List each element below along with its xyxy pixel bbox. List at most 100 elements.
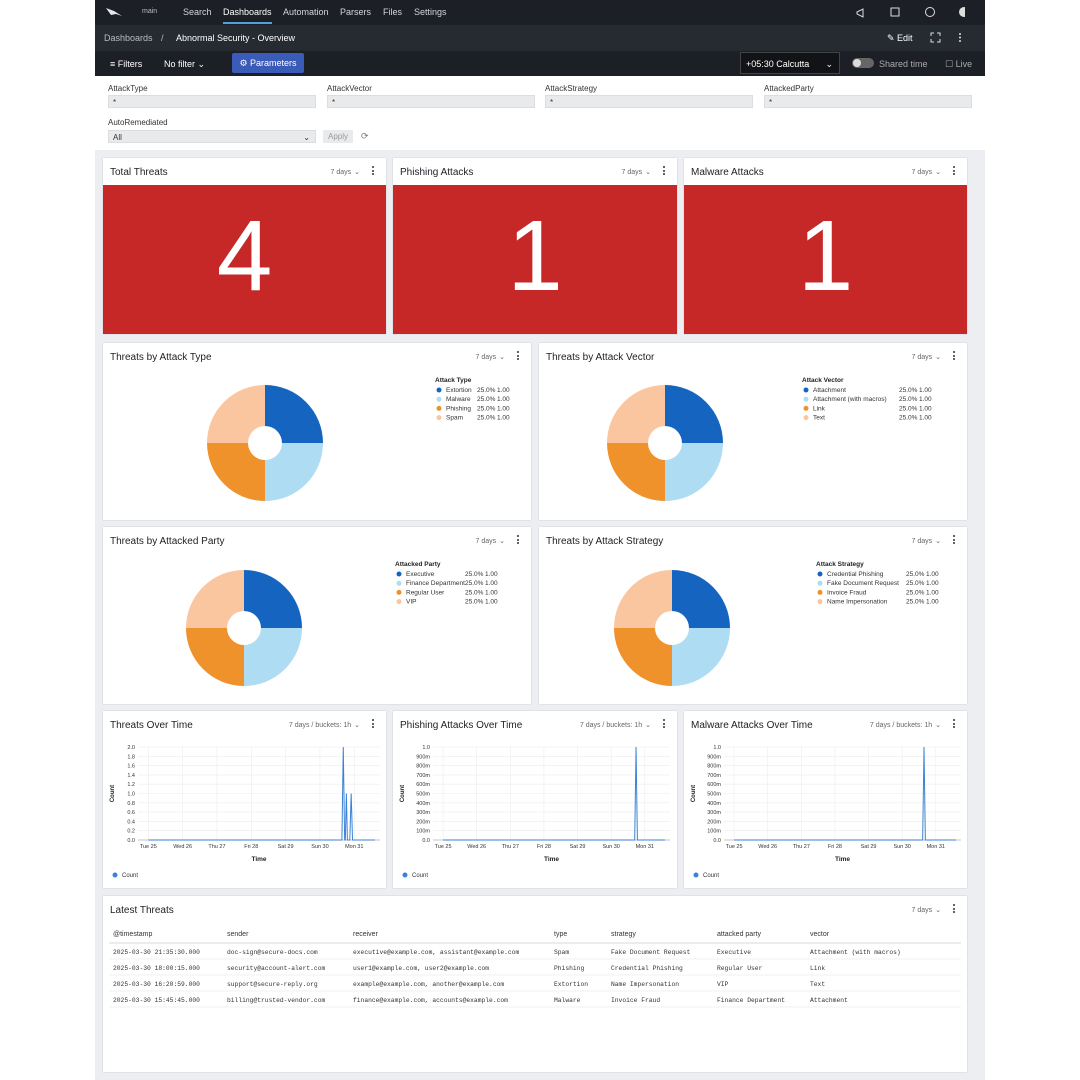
time-range[interactable]: 7 days / buckets: 1h ⌄ — [870, 721, 941, 729]
nav-icons — [856, 7, 965, 18]
stat-panel: 1 — [684, 185, 967, 334]
widget-menu[interactable] — [663, 719, 665, 730]
time-range[interactable]: 7 days ⌄ — [912, 353, 942, 361]
chat-icon[interactable] — [890, 7, 900, 17]
help-icon[interactable] — [925, 7, 935, 17]
pie-slice — [186, 570, 244, 628]
widget-menu[interactable] — [953, 166, 955, 177]
nav-item[interactable]: Parsers — [340, 7, 372, 17]
live-toggle[interactable]: ☐ Live — [945, 59, 973, 69]
nav-item[interactable]: Settings — [414, 7, 447, 17]
refresh-icon[interactable]: ⟳ — [361, 131, 369, 141]
edit-button[interactable]: ✎ Edit — [887, 33, 913, 43]
param-label: AttackStrategy — [545, 84, 598, 93]
param-input[interactable]: * — [327, 95, 535, 108]
filter-select[interactable]: No filter ⌄ — [164, 59, 206, 69]
donut-hole — [655, 611, 689, 645]
legend-value: 1.00 — [919, 396, 932, 403]
time-range[interactable]: 7 days ⌄ — [912, 537, 942, 545]
table-cell: Text — [810, 981, 825, 988]
breadcrumb-current: Abnormal Security - Overview — [176, 33, 296, 43]
time-range[interactable]: 7 days ⌄ — [912, 906, 942, 914]
widget-menu[interactable] — [953, 535, 955, 546]
widget-menu[interactable] — [663, 166, 665, 177]
y-tick-label: 800m — [707, 764, 721, 770]
nav-item[interactable]: Dashboards — [223, 7, 272, 24]
y-tick-label: 700m — [416, 773, 430, 779]
y-tick-label: 1.8 — [127, 754, 135, 760]
param-input[interactable]: * — [108, 95, 316, 108]
widget-menu[interactable] — [372, 719, 374, 730]
line-chart: 0.0 100m 200m 300m 400m 500m 600m 700m 800m 900m 1… — [400, 745, 670, 879]
legend-percent: 25.0% — [899, 415, 918, 422]
y-axis-title: Count — [110, 785, 116, 802]
legend-swatch — [803, 415, 809, 421]
time-range[interactable]: 7 days ⌄ — [476, 537, 506, 545]
timezone-select[interactable]: +05:30 Calcutta ⌄ — [740, 52, 840, 74]
time-range[interactable]: 7 days ⌄ — [912, 168, 942, 176]
timezone-label: +05:30 Calcutta — [746, 59, 810, 69]
y-tick-label: 500m — [416, 792, 430, 798]
shared-time-toggle[interactable] — [852, 58, 874, 68]
legend-label: Spam — [446, 415, 463, 422]
line-chart: 0.0 100m 200m 300m 400m 500m 600m 700m 800m 900m 1… — [691, 745, 961, 879]
legend-swatch — [436, 396, 442, 402]
time-range[interactable]: 7 days ⌄ — [622, 168, 652, 176]
time-range-label: 7 days / buckets: 1h — [579, 722, 643, 729]
y-tick-label: 0.6 — [127, 810, 135, 816]
widget-title: Threats by Attack Strategy — [546, 536, 664, 547]
pie-slice — [672, 570, 730, 628]
legend-swatch — [396, 571, 402, 577]
param-input[interactable]: * — [545, 95, 753, 108]
param-input[interactable]: * — [764, 95, 972, 108]
widget-menu[interactable] — [953, 351, 955, 362]
widget-menu[interactable] — [953, 719, 955, 730]
column-header: strategy — [611, 931, 636, 938]
legend-label: VIP — [406, 599, 416, 606]
y-tick-label: 1.4 — [127, 773, 135, 779]
widget-title: Malware Attacks Over Time — [691, 720, 813, 731]
widget-title: Threats Over Time — [110, 720, 193, 731]
legend-value: 1.00 — [485, 599, 498, 606]
time-range[interactable]: 7 days ⌄ — [331, 168, 361, 176]
legend-percent: 25.0% — [465, 571, 484, 578]
y-tick-label: 2.0 — [127, 745, 135, 751]
table-cell: Spam — [554, 949, 569, 956]
time-range[interactable]: 7 days / buckets: 1h ⌄ — [289, 721, 360, 729]
legend-value: 1.00 — [485, 580, 498, 587]
filters-button[interactable]: ≡ Filters — [110, 59, 143, 69]
more-icon[interactable] — [959, 33, 961, 42]
legend-label: Finance Department — [406, 580, 465, 587]
nav-item[interactable]: Automation — [283, 7, 329, 17]
legend-percent: 25.0% — [465, 589, 484, 596]
legend-label: Invoice Fraud — [827, 589, 867, 596]
breadcrumb-root[interactable]: Dashboards — [104, 33, 153, 43]
nav-item[interactable]: Search — [183, 7, 212, 17]
user-icon[interactable] — [959, 7, 965, 17]
legend-label: Regular User — [406, 589, 445, 596]
widget-menu[interactable] — [517, 535, 519, 546]
legend-percent: 25.0% — [899, 405, 918, 412]
announce-icon[interactable] — [856, 8, 864, 18]
time-range[interactable]: 7 days ⌄ — [476, 353, 506, 361]
legend-percent: 25.0% — [906, 599, 925, 606]
column-header: attacked party — [717, 931, 761, 938]
widget-menu[interactable] — [953, 904, 955, 915]
fullscreen-icon[interactable] — [930, 32, 941, 43]
workspace[interactable]: main — [142, 8, 158, 15]
pie-slice — [265, 385, 323, 443]
legend-swatch — [693, 872, 699, 878]
nav-item[interactable]: Files — [383, 7, 403, 17]
apply-button[interactable]: Apply — [323, 130, 353, 143]
parameters-button[interactable]: ⚙ Parameters — [232, 53, 304, 73]
column-header: receiver — [353, 931, 379, 938]
param-select[interactable]: All ⌄ — [108, 130, 316, 143]
widget-menu[interactable] — [372, 166, 374, 177]
widget-menu[interactable] — [517, 351, 519, 362]
table-cell: Credential Phishing — [611, 965, 683, 972]
time-range[interactable]: 7 days / buckets: 1h ⌄ — [580, 721, 651, 729]
y-tick-label: 0.0 — [127, 838, 135, 844]
stat-value: 1 — [797, 200, 854, 312]
stat-value: 4 — [216, 200, 273, 312]
